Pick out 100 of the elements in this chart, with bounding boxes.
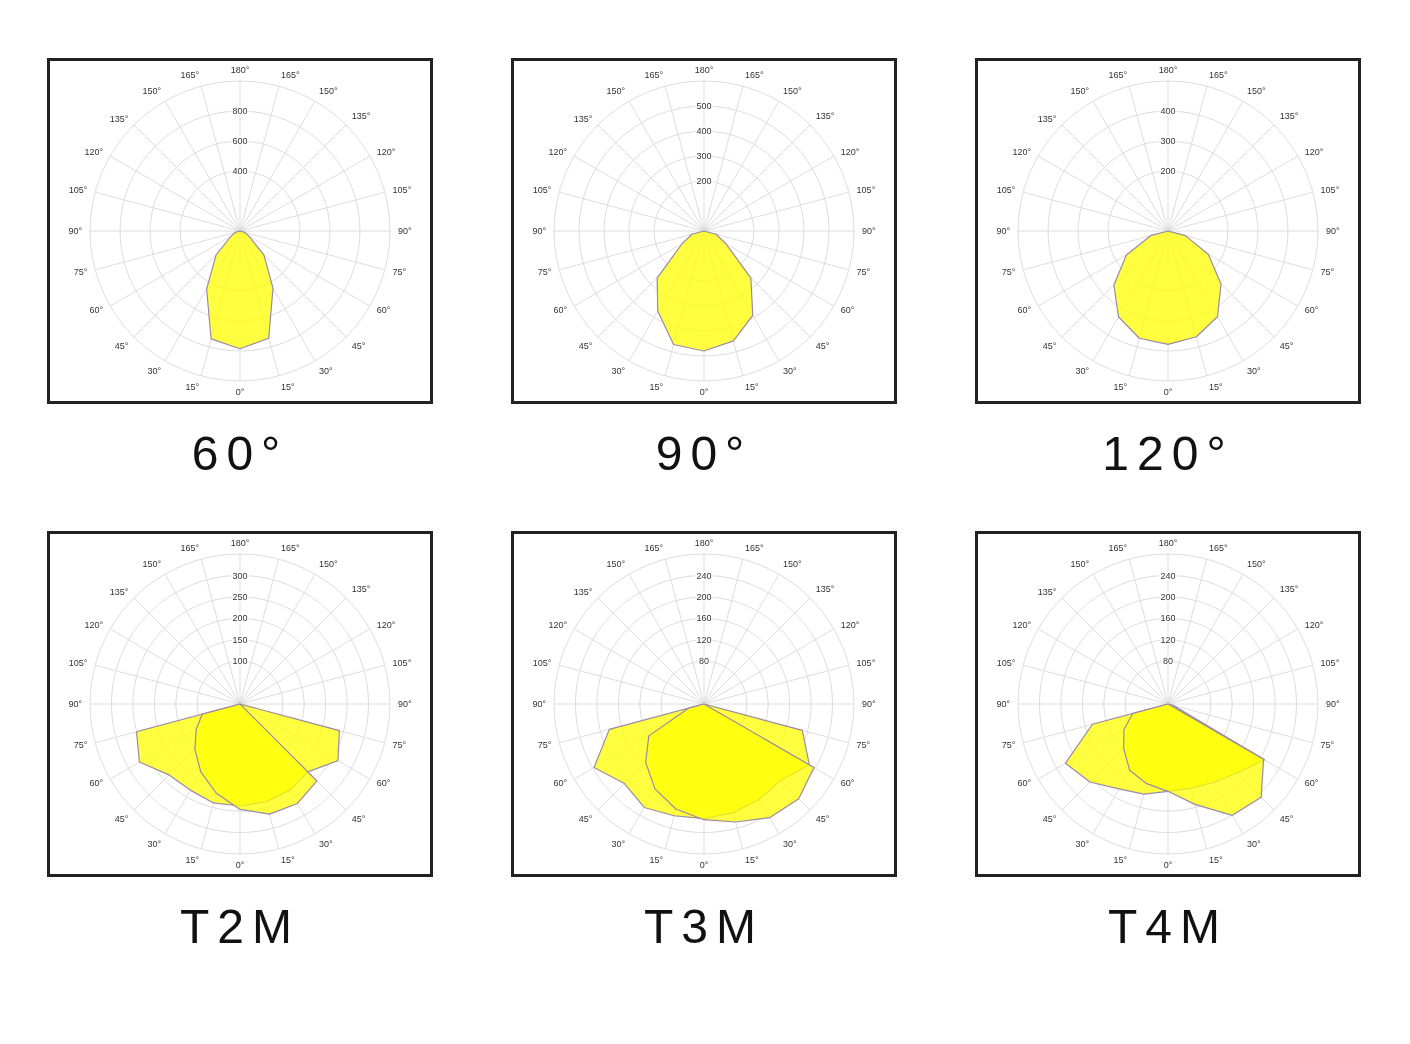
spoke-label: 15° <box>1208 855 1223 866</box>
spoke-label: 165° <box>180 543 200 554</box>
spoke-label: 120° <box>1304 147 1324 158</box>
spoke-label: 105° <box>532 185 552 196</box>
spoke-label: 15° <box>1208 382 1223 393</box>
spoke-label: 45° <box>114 341 129 352</box>
y-tick-label: 120 <box>696 634 712 645</box>
spoke-label: 30° <box>1247 839 1262 850</box>
spoke-label: 30° <box>611 366 626 377</box>
spoke-label: 15° <box>744 855 759 866</box>
spoke-label: 105° <box>68 185 88 196</box>
spoke-label: 165° <box>1208 543 1228 554</box>
spoke-label: 165° <box>180 70 200 81</box>
spoke-label: 165° <box>644 543 664 554</box>
spoke-label: 150° <box>1070 86 1090 97</box>
spoke-label: 165° <box>1108 543 1128 554</box>
spoke-label: 30° <box>1075 366 1090 377</box>
spoke-label: 90° <box>68 226 83 237</box>
y-tick-label: 400 <box>232 166 248 177</box>
spoke-label: 105° <box>996 658 1016 669</box>
spoke-label: 60° <box>376 305 391 316</box>
spoke-label: 75° <box>856 267 871 278</box>
spoke-label: 165° <box>744 543 764 554</box>
spoke-label: 165° <box>744 70 764 81</box>
spoke-label: 135° <box>1279 111 1299 122</box>
spoke-label: 150° <box>1247 559 1267 570</box>
spoke-label: 120° <box>84 147 104 158</box>
spoke-label: 30° <box>319 366 334 377</box>
spoke-label: 0° <box>1163 860 1173 871</box>
spoke-label: 75° <box>73 740 88 751</box>
spoke-label: 135° <box>351 584 371 595</box>
spoke-label: 90° <box>1326 699 1341 710</box>
y-tick-label: 300 <box>696 151 712 162</box>
spoke-label: 60° <box>553 778 568 789</box>
spoke-label: 15° <box>280 855 295 866</box>
spoke-label: 120° <box>548 147 568 158</box>
spoke-label: 180° <box>230 65 250 75</box>
spoke-label: 30° <box>1075 839 1090 850</box>
spoke-label: 60° <box>553 305 568 316</box>
spoke-label: 15° <box>649 382 664 393</box>
text: 60° <box>191 426 289 481</box>
spoke-label: 165° <box>280 70 300 81</box>
spoke-label: 105° <box>856 658 876 669</box>
y-tick-label: 240 <box>696 570 712 581</box>
spoke-label: 150° <box>1247 86 1267 97</box>
spoke-label: 105° <box>68 658 88 669</box>
y-tick-label: 300 <box>1160 136 1176 147</box>
spoke-label: 105° <box>532 658 552 669</box>
spoke-label: 165° <box>1208 70 1228 81</box>
spoke-label: 75° <box>1001 740 1016 751</box>
spoke-label: 75° <box>537 740 552 751</box>
spoke-label: 45° <box>114 814 129 825</box>
spoke-label: 90° <box>862 699 877 710</box>
spoke-label: 105° <box>856 185 876 196</box>
spoke-label: 30° <box>783 366 798 377</box>
spoke-label: 90° <box>996 699 1011 710</box>
spoke-label: 120° <box>1012 147 1032 158</box>
spoke-label: 15° <box>280 382 295 393</box>
y-tick-label: 240 <box>1160 570 1176 581</box>
spoke-label: 60° <box>840 778 855 789</box>
y-tick-label: 400 <box>1160 106 1176 117</box>
spoke-label: 90° <box>398 226 413 237</box>
spoke-label: 45° <box>578 341 593 352</box>
spoke-label: 30° <box>1247 366 1262 377</box>
spoke-label: 75° <box>856 740 871 751</box>
spoke-label: 135° <box>815 111 835 122</box>
y-tick-label: 250 <box>232 592 248 603</box>
spoke-label: 105° <box>1320 658 1340 669</box>
spoke-label: 60° <box>1017 305 1032 316</box>
spoke-label: 60° <box>89 778 104 789</box>
spoke-label: 30° <box>147 366 162 377</box>
spoke-label: 135° <box>1037 587 1057 598</box>
spoke-label: 150° <box>606 86 626 97</box>
spoke-label: 45° <box>351 814 366 825</box>
spoke-label: 75° <box>73 267 88 278</box>
spoke-label: 15° <box>1113 382 1128 393</box>
spoke-label: 105° <box>996 185 1016 196</box>
text: 90° <box>655 426 753 481</box>
spoke-label: 15° <box>649 855 664 866</box>
spoke-label: 150° <box>319 86 339 97</box>
spoke-label: 45° <box>351 341 366 352</box>
y-tick-label: 400 <box>696 126 712 137</box>
spoke-label: 15° <box>1113 855 1128 866</box>
y-tick-label: 600 <box>232 136 248 147</box>
y-tick-label: 300 <box>232 570 248 581</box>
y-tick-label: 200 <box>696 176 712 187</box>
spoke-label: 30° <box>611 839 626 850</box>
spoke-label: 120° <box>548 620 568 631</box>
spoke-label: 90° <box>1326 226 1341 237</box>
y-tick-label: 150 <box>232 634 248 645</box>
y-tick-label: 500 <box>696 101 712 112</box>
text: T2M <box>180 899 300 954</box>
spoke-label: 180° <box>694 65 714 75</box>
spoke-label: 75° <box>392 267 407 278</box>
spoke-label: 180° <box>1158 538 1178 548</box>
y-tick-label: 200 <box>1160 166 1176 177</box>
spoke-label: 135° <box>1037 114 1057 125</box>
spoke-label: 150° <box>1070 559 1090 570</box>
y-tick-label: 100 <box>232 656 248 667</box>
spoke-label: 120° <box>840 147 860 158</box>
